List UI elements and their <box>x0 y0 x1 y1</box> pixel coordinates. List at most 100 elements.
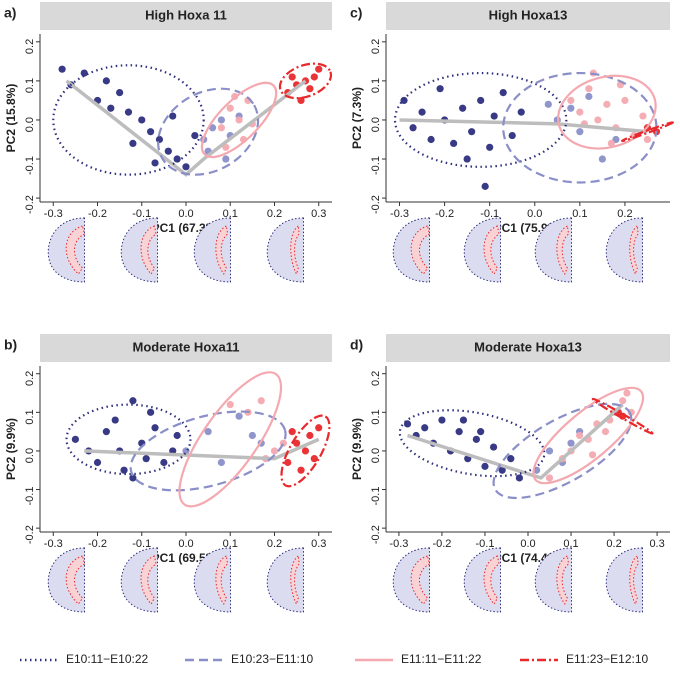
shape-inner <box>629 555 639 606</box>
point <box>515 474 523 482</box>
group-ellipse <box>65 403 192 476</box>
point <box>217 458 225 467</box>
point <box>129 474 137 482</box>
x-tick-label: -0.2 <box>88 538 107 550</box>
point <box>102 77 110 85</box>
point <box>315 65 323 73</box>
point <box>427 135 435 144</box>
point <box>567 96 575 105</box>
point <box>545 447 554 455</box>
point <box>544 100 552 108</box>
y-tick-label: -0.2 <box>24 195 36 214</box>
x-tick-label: 0.1 <box>223 538 238 550</box>
shape-glyph <box>193 217 231 283</box>
point <box>576 431 584 440</box>
shape-inner <box>290 225 300 276</box>
panel-title: Moderate Hoxa11 <box>133 339 240 354</box>
point <box>173 155 181 163</box>
shape-inner <box>140 225 157 275</box>
group-ellipse <box>52 64 205 176</box>
point <box>226 104 234 112</box>
y-tick-label: -0.2 <box>370 525 382 544</box>
point <box>93 458 102 467</box>
point <box>508 131 516 140</box>
x-tick-label: 0.2 <box>267 208 282 220</box>
title-bar <box>386 334 670 362</box>
point <box>310 73 318 81</box>
point <box>102 428 110 436</box>
point <box>173 431 181 440</box>
trend-line <box>84 437 320 461</box>
group-ellipse <box>178 371 283 508</box>
x-tick-label: 0.3 <box>311 208 326 220</box>
point <box>455 428 463 436</box>
x-tick-label: -0.2 <box>435 208 454 220</box>
shape-inner <box>410 225 431 275</box>
point <box>208 124 217 132</box>
point <box>284 458 292 467</box>
group-ellipse <box>200 81 278 159</box>
point <box>142 455 150 463</box>
point <box>588 451 597 459</box>
x-tick-label: -0.1 <box>475 538 494 550</box>
point <box>222 155 230 163</box>
group-ellipse <box>157 87 260 176</box>
y-axis-label: PC2 (7.3%) <box>350 87 364 149</box>
x-tick-label: 0.3 <box>649 538 664 550</box>
panel-title: High Hoxa 11 <box>145 7 227 22</box>
point <box>594 116 602 124</box>
point <box>80 69 88 77</box>
group-ellipse <box>502 71 658 184</box>
point <box>623 389 631 397</box>
x-tick-label: -0.3 <box>389 538 408 550</box>
x-tick-label: 0.1 <box>223 208 238 220</box>
point <box>507 455 515 463</box>
x-tick-label: 0.0 <box>520 538 535 550</box>
group-ellipse <box>591 397 654 435</box>
shape-inner <box>215 555 229 606</box>
point <box>191 131 199 140</box>
point <box>585 92 593 101</box>
point <box>182 163 190 171</box>
point <box>160 458 168 467</box>
point <box>459 104 467 112</box>
title-bar <box>386 2 670 30</box>
group-ellipse <box>129 410 287 492</box>
point <box>576 128 584 136</box>
point <box>270 447 279 455</box>
point <box>129 139 137 147</box>
point <box>248 431 256 440</box>
legend-label: E11:23−E12:10 <box>566 652 649 666</box>
shape-inner <box>483 555 500 605</box>
title-bar <box>40 334 332 362</box>
point <box>71 435 79 443</box>
point <box>463 155 471 163</box>
point <box>619 397 627 405</box>
point <box>111 416 119 424</box>
point <box>306 431 314 440</box>
point <box>598 155 606 163</box>
shape-inner <box>140 555 157 605</box>
point <box>306 85 314 93</box>
y-tick-label: -0.1 <box>370 487 382 506</box>
x-tick-label: 0.3 <box>311 538 326 550</box>
point <box>217 124 225 132</box>
y-tick-label: -0.2 <box>24 525 36 544</box>
shape-inner <box>410 555 431 605</box>
point <box>421 424 429 432</box>
point <box>301 447 310 455</box>
shape-inner <box>483 225 500 275</box>
point <box>643 135 652 144</box>
group-ellipse <box>278 62 333 100</box>
y-tick-label: 0.1 <box>24 409 36 424</box>
point <box>138 116 146 124</box>
point <box>288 428 296 436</box>
y-tick-label: -0.1 <box>370 156 382 175</box>
point <box>235 412 243 420</box>
point <box>235 116 243 124</box>
shape-glyph <box>392 217 431 283</box>
shape-inner <box>65 555 86 605</box>
group-ellipse <box>280 414 331 488</box>
y-tick-label: -0.2 <box>370 195 382 214</box>
shape-glyph <box>534 217 572 283</box>
